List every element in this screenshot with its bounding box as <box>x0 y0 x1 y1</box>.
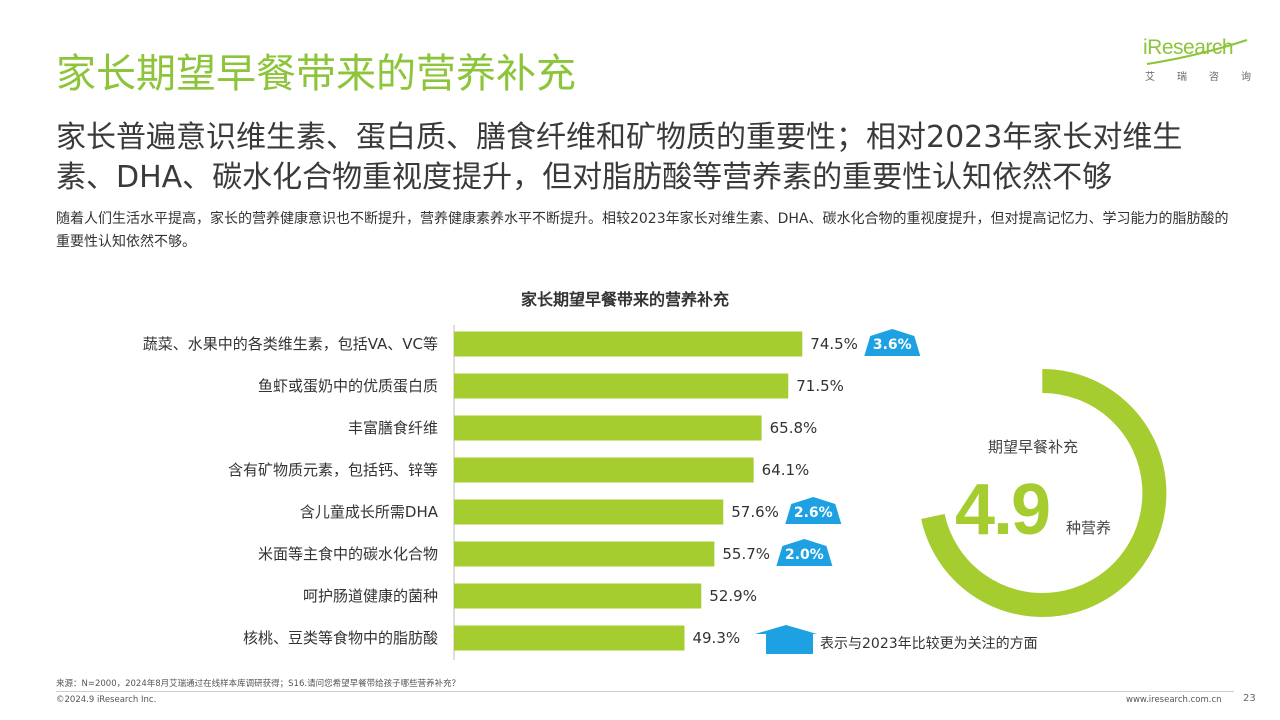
website: www.iresearch.com.cn <box>1126 695 1222 705</box>
copyright: ©2024.9 iResearch Inc. <box>56 695 157 705</box>
bar <box>454 331 803 357</box>
headline: 家长普遍意识维生素、蛋白质、膳食纤维和矿物质的重要性；相对2023年家长对维生素… <box>56 120 1183 195</box>
category-label: 核桃、豆类等食物中的脂肪酸 <box>243 629 438 647</box>
iresearch-logo: iResearch 艾 瑞 咨 询 <box>1143 34 1253 86</box>
bar <box>454 373 789 399</box>
logo-subtitle-char: 瑞 <box>1177 72 1187 83</box>
increase-badge-arrow-icon <box>864 329 921 356</box>
increase-badge-label: 2.6% <box>794 505 833 521</box>
bar <box>454 457 754 483</box>
category-label: 蔬菜、水果中的各类维生素，包括VA、VC等 <box>143 335 438 353</box>
category-label: 丰富膳食纤维 <box>348 419 438 437</box>
value-label: 64.1% <box>762 461 810 479</box>
logo-underline-swoosh <box>1146 39 1248 65</box>
chart-title: 家长期望早餐带来的营养补充 <box>520 290 729 309</box>
logo-wordmark: iResearch <box>1143 36 1234 59</box>
value-label: 74.5% <box>810 335 858 353</box>
donut-label: 期望早餐补充 <box>988 438 1079 456</box>
bar <box>454 625 685 651</box>
source-note: 来源：N=2000，2024年8月艾瑞通过在线样本库调研获得；S16.请问您希望… <box>56 679 461 689</box>
value-label: 49.3% <box>692 629 740 647</box>
logo-subtitle-char: 艾 <box>1145 72 1155 83</box>
donut-ring <box>921 369 1167 617</box>
increase-badge-label: 2.0% <box>785 547 824 563</box>
bar <box>454 583 702 609</box>
bar <box>454 415 762 441</box>
legend-up-arrow-icon <box>755 625 817 654</box>
category-label: 含儿童成长所需DHA <box>300 503 439 521</box>
category-label: 含有矿物质元素，包括钙、锌等 <box>228 461 438 479</box>
category-label: 米面等主食中的碳水化合物 <box>258 545 438 563</box>
category-label: 鱼虾或蛋奶中的优质蛋白质 <box>258 377 438 395</box>
increase-badge-arrow-icon <box>776 539 833 566</box>
value-label: 52.9% <box>709 587 757 605</box>
value-label: 65.8% <box>770 419 818 437</box>
page-number: 23 <box>1243 693 1256 704</box>
page-title: 家长期望早餐带来的营养补充 <box>56 51 576 97</box>
bar <box>454 499 724 525</box>
bar <box>454 541 715 567</box>
value-label: 71.5% <box>796 377 844 395</box>
donut-value: 4.9 <box>955 470 1051 550</box>
logo-subtitle: 艾 瑞 咨 询 <box>1145 72 1251 84</box>
increase-badge-label: 3.6% <box>873 337 912 353</box>
donut-unit: 种营养 <box>1066 519 1112 537</box>
value-label: 57.6% <box>731 503 779 521</box>
category-label: 呵护肠道健康的菌种 <box>303 587 438 605</box>
value-label: 55.7% <box>722 545 770 563</box>
increase-badge-arrow-icon <box>785 497 842 524</box>
legend-text: 表示与2023年比较更为关注的方面 <box>820 636 1038 652</box>
logo-subtitle-char: 询 <box>1241 72 1251 83</box>
logo-subtitle-char: 咨 <box>1209 72 1219 83</box>
description: 随着人们生活水平提高，家长的营养健康意识也不断提升，营养健康素养水平不断提升。相… <box>56 211 1229 250</box>
footer-divider <box>56 691 1234 692</box>
